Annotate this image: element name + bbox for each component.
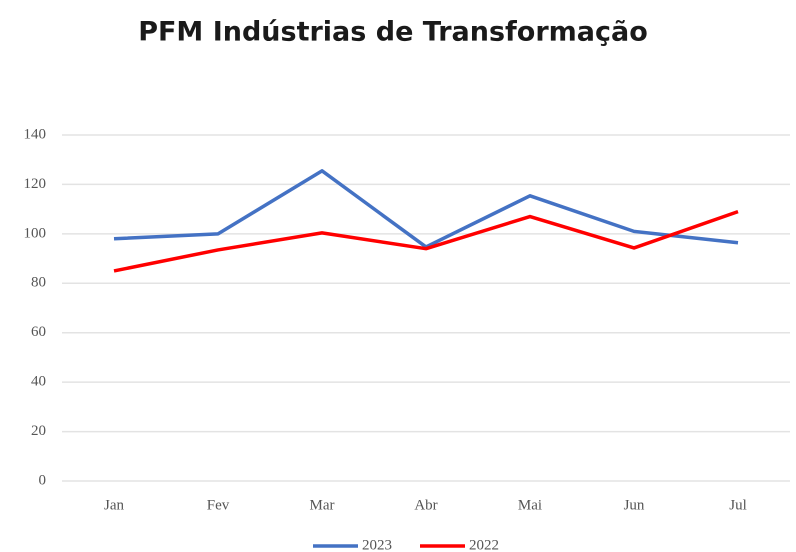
y-tick-label: 140 [24,126,47,142]
y-tick-label: 20 [31,423,46,439]
legend-label: 2023 [362,537,392,552]
y-tick-label: 100 [24,225,47,241]
x-tick-label: Mar [310,497,335,513]
x-tick-label: Jan [104,497,124,513]
line [113,169,739,249]
x-tick-label: Jul [729,497,747,513]
x-tick-label: Mai [518,497,542,513]
y-tick-label: 120 [24,176,47,192]
y-tick-label: 60 [31,324,46,340]
y-tick-label: 0 [39,472,47,488]
x-tick-label: Abr [414,497,437,513]
x-tick-label: Jun [624,497,645,513]
y-tick-label: 40 [31,374,46,390]
legend-label: 2022 [469,537,499,552]
x-tick-label: Fev [207,497,230,513]
line [113,209,739,273]
y-tick-label: 80 [31,275,46,291]
chart-title: PFM Indústrias de Transformação [138,17,648,48]
